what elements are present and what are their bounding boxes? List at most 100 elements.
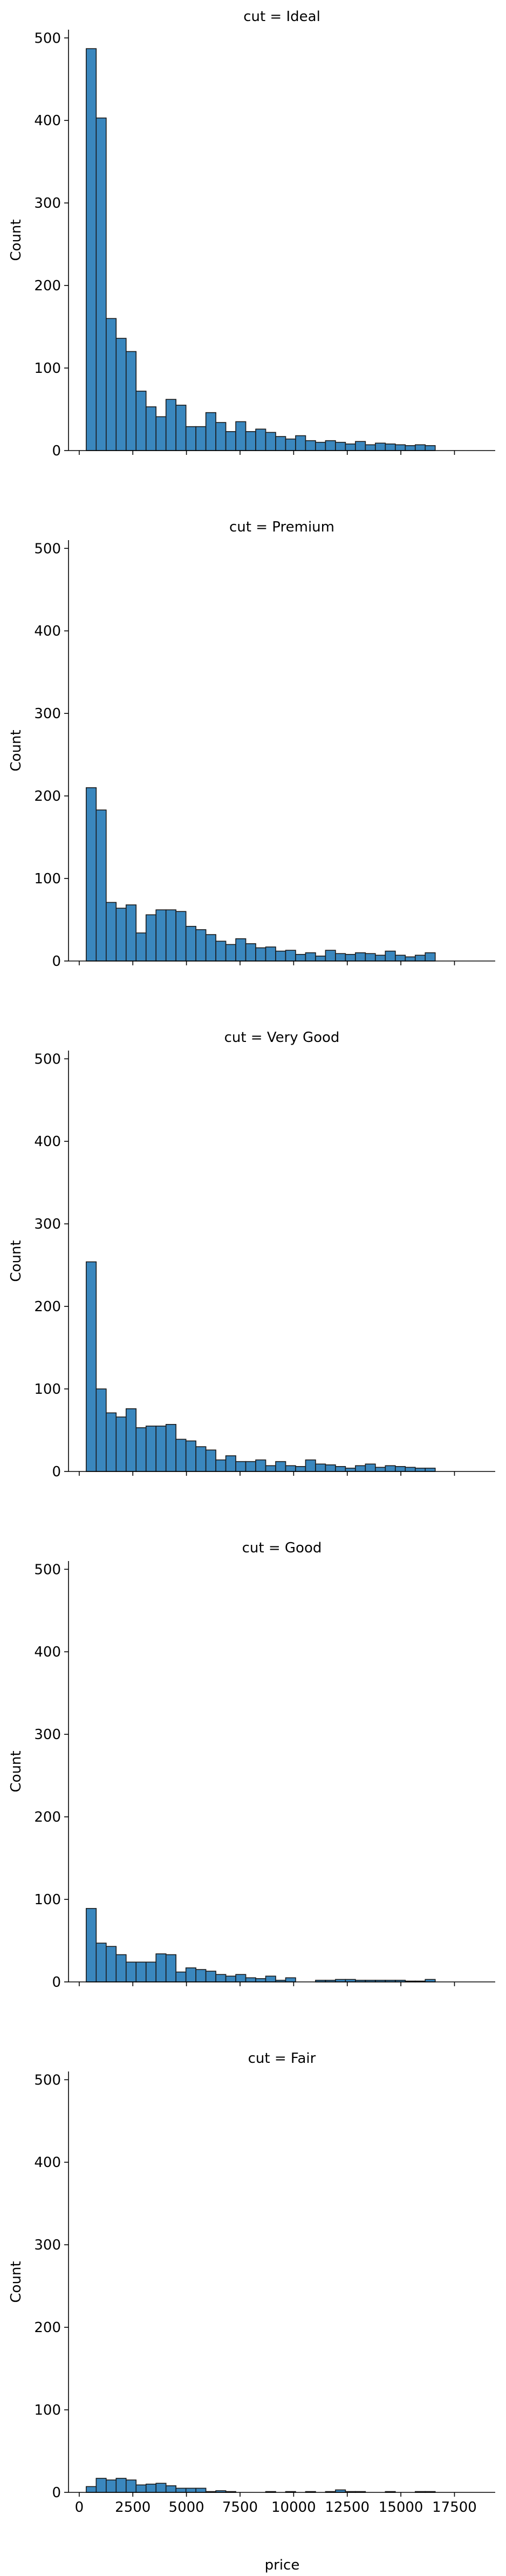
histogram-bar bbox=[315, 956, 326, 962]
y-tick-label: 0 bbox=[52, 2485, 61, 2501]
histogram-bar bbox=[145, 1961, 157, 1982]
histogram-bar bbox=[414, 955, 426, 962]
histogram-bar bbox=[285, 438, 296, 451]
histogram-bar bbox=[425, 952, 436, 962]
histogram-bar bbox=[145, 914, 157, 962]
histogram-bar bbox=[95, 2478, 107, 2493]
histogram-bar bbox=[105, 2479, 117, 2493]
y-tick-label: 500 bbox=[34, 1562, 61, 1578]
histogram-bar bbox=[315, 441, 326, 451]
y-tick-label: 400 bbox=[34, 623, 61, 639]
histogram-bar bbox=[245, 431, 256, 451]
histogram-bar bbox=[355, 952, 366, 962]
facet-title: cut = Very Good bbox=[224, 1030, 340, 1046]
histogram-bar bbox=[235, 938, 247, 962]
y-tick-label: 300 bbox=[34, 2237, 61, 2253]
y-axis-label: Count bbox=[8, 219, 24, 261]
histogram-bar bbox=[205, 412, 216, 451]
histogram-bar bbox=[105, 1412, 117, 1472]
histogram-bar bbox=[375, 1467, 386, 1472]
histogram-bar bbox=[125, 904, 137, 962]
facet-panel: cut = Fair 0 100 200 300 400 500 Count 0 2500 5000… bbox=[8, 2050, 495, 2516]
y-tick-label: 100 bbox=[34, 871, 61, 887]
histogram-bar bbox=[225, 944, 236, 962]
y-tick-label: 500 bbox=[34, 2072, 61, 2088]
histogram-bar bbox=[345, 953, 356, 962]
histogram-bar bbox=[265, 1465, 276, 1472]
y-tick-label: 400 bbox=[34, 2155, 61, 2171]
histogram-bar bbox=[355, 441, 366, 451]
histogram-bar bbox=[305, 1459, 316, 1472]
y-tick-label: 300 bbox=[34, 706, 61, 722]
histogram-bar bbox=[295, 953, 306, 962]
histogram-bar bbox=[265, 946, 276, 962]
histogram-bar bbox=[86, 1261, 97, 1472]
histogram-bar bbox=[165, 1424, 176, 1472]
histogram-bar bbox=[165, 909, 176, 962]
histogram-bar bbox=[255, 1978, 266, 1982]
histogram-bar bbox=[145, 406, 157, 451]
histogram-bar bbox=[135, 2484, 147, 2493]
histogram-bar bbox=[405, 956, 416, 962]
histogram-bar bbox=[205, 934, 216, 962]
y-tick-label: 0 bbox=[52, 443, 61, 459]
x-tick-label: 0 bbox=[75, 2499, 84, 2516]
histogram-bar bbox=[145, 2483, 157, 2493]
histogram-bar bbox=[335, 953, 346, 962]
histogram-bar bbox=[375, 955, 386, 962]
histogram-bar bbox=[255, 1459, 266, 1472]
histogram-bar bbox=[125, 351, 137, 451]
histogram-bar bbox=[95, 117, 107, 451]
y-tick-label: 500 bbox=[34, 1051, 61, 1067]
x-axis-label: price bbox=[265, 2557, 300, 2573]
histogram-bar bbox=[365, 1463, 376, 1472]
histogram-bar bbox=[115, 1954, 127, 1982]
facet-panel: cut = Good 0 100 200 300 400 500 Count bbox=[8, 1540, 495, 1991]
histogram-bar bbox=[86, 48, 97, 451]
histogram-bar bbox=[115, 908, 127, 962]
x-tick-label: 2500 bbox=[115, 2499, 151, 2516]
histogram-bar bbox=[105, 318, 117, 451]
histogram-bar bbox=[135, 391, 147, 451]
histogram-bar bbox=[385, 950, 396, 962]
y-tick-label: 400 bbox=[34, 1644, 61, 1660]
histogram-bar bbox=[205, 1971, 216, 1982]
y-tick-label: 200 bbox=[34, 278, 61, 294]
histogram-bar bbox=[265, 1975, 276, 1982]
y-axis-label: Count bbox=[8, 730, 24, 771]
x-tick-label: 10000 bbox=[271, 2499, 316, 2516]
facet-panel: cut = Premium 0 100 200 300 400 500 Count bbox=[8, 519, 495, 970]
y-tick-label: 0 bbox=[52, 1464, 61, 1480]
histogram-bar bbox=[285, 1977, 296, 1982]
histogram-bar bbox=[86, 2486, 97, 2493]
facet-title: cut = Premium bbox=[229, 519, 334, 535]
histogram-bar bbox=[275, 436, 286, 451]
histogram-bar bbox=[135, 1427, 147, 1472]
histogram-bar bbox=[185, 925, 196, 962]
histogram-bar bbox=[255, 428, 266, 451]
histogram-bar bbox=[355, 1465, 366, 1472]
histogram-bar bbox=[195, 426, 207, 451]
y-tick-label: 100 bbox=[34, 1381, 61, 1398]
facet-title: cut = Fair bbox=[248, 2050, 316, 2067]
y-tick-label: 400 bbox=[34, 113, 61, 129]
histogram-bar bbox=[325, 950, 336, 962]
histogram-bar bbox=[275, 1461, 286, 1472]
histogram-bar bbox=[235, 421, 247, 451]
histogram-bar bbox=[305, 952, 316, 962]
histogram-bar bbox=[375, 442, 386, 451]
histogram-bar bbox=[185, 1440, 196, 1472]
histogram-bar bbox=[315, 1463, 326, 1472]
histogram-bar bbox=[86, 787, 97, 962]
histogram-bar bbox=[195, 1446, 207, 1472]
y-tick-label: 100 bbox=[34, 360, 61, 377]
histogram-bar bbox=[175, 1971, 187, 1982]
y-tick-label: 0 bbox=[52, 953, 61, 970]
histogram-bar bbox=[145, 1426, 157, 1472]
histogram-bar bbox=[215, 422, 227, 451]
histogram-bar bbox=[95, 1388, 107, 1472]
y-tick-label: 500 bbox=[34, 30, 61, 46]
histogram-bar bbox=[215, 941, 227, 962]
histogram-bar bbox=[195, 929, 207, 962]
histogram-bar bbox=[295, 435, 306, 451]
